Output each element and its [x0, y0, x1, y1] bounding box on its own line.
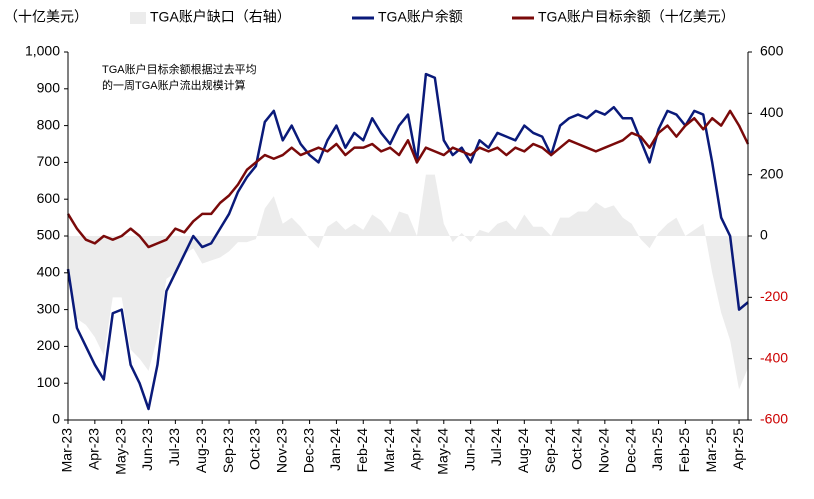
x-tick-label: Jan-24 [327, 428, 343, 471]
annotation: 的一周TGA账户流出规模计算 [102, 78, 246, 92]
y-tick-label: 0 [52, 411, 60, 427]
annotation: TGA账户目标余额根据过去平均 [102, 62, 257, 76]
x-tick-label: Oct-24 [569, 428, 585, 470]
x-tick-label: Jul-24 [488, 428, 504, 466]
x-tick-label: Jun-24 [461, 428, 477, 471]
gap-area [68, 174, 748, 390]
y-tick-label: 600 [37, 190, 61, 206]
x-tick-label: Aug-23 [193, 428, 209, 473]
x-tick-label: Aug-24 [515, 428, 531, 473]
y-tick-label: 900 [37, 80, 61, 96]
x-tick-label: Mar-24 [381, 428, 397, 473]
x-tick-label: Feb-25 [676, 428, 692, 473]
y-tick-label: 100 [37, 374, 61, 390]
y2-tick-label: -400 [760, 349, 788, 365]
y-tick-label: 400 [37, 264, 61, 280]
y-tick-label: 800 [37, 116, 61, 132]
x-tick-label: Nov-23 [273, 428, 289, 473]
y-tick-label: 700 [37, 153, 61, 169]
x-tick-label: Sep-23 [220, 428, 236, 473]
series-line [66, 72, 749, 411]
x-tick-label: Jun-23 [139, 428, 155, 471]
y-axis-label: （十亿美元） [4, 9, 88, 25]
x-tick-label: Dec-24 [622, 428, 638, 473]
x-tick-label: Nov-24 [596, 428, 612, 473]
x-tick-label: Apr-25 [730, 428, 746, 470]
series-line [66, 109, 750, 249]
y-tick-label: 1,000 [25, 43, 60, 59]
x-tick-label: Feb-24 [354, 428, 370, 473]
legend-swatch [130, 12, 146, 24]
y2-tick-label: -200 [760, 288, 788, 304]
y2-tick-label: -600 [760, 411, 788, 427]
x-tick-label: Mar-23 [59, 428, 75, 473]
legend-label: TGA账户缺口（右轴） [150, 9, 291, 25]
y2-tick-label: 400 [760, 104, 784, 120]
y-tick-label: 200 [37, 337, 61, 353]
x-tick-label: Dec-23 [300, 428, 316, 473]
y-tick-label: 300 [37, 300, 61, 316]
x-tick-label: May-24 [434, 428, 450, 475]
x-tick-label: Mar-25 [703, 428, 719, 473]
legend-label: TGA账户目标余额（十亿美元） [538, 9, 735, 25]
y2-tick-label: 0 [760, 227, 768, 243]
x-tick-label: May-23 [112, 428, 128, 475]
x-tick-label: Apr-24 [408, 428, 424, 470]
x-tick-label: Apr-23 [86, 428, 102, 470]
x-tick-label: Oct-23 [247, 428, 263, 470]
x-tick-label: Jul-23 [166, 428, 182, 466]
y2-tick-label: 600 [760, 43, 784, 59]
y-tick-label: 500 [37, 227, 61, 243]
legend-label: TGA账户余额 [378, 9, 463, 25]
x-tick-label: Jan-25 [649, 428, 665, 471]
y2-tick-label: 200 [760, 165, 784, 181]
x-tick-label: Sep-24 [542, 428, 558, 473]
